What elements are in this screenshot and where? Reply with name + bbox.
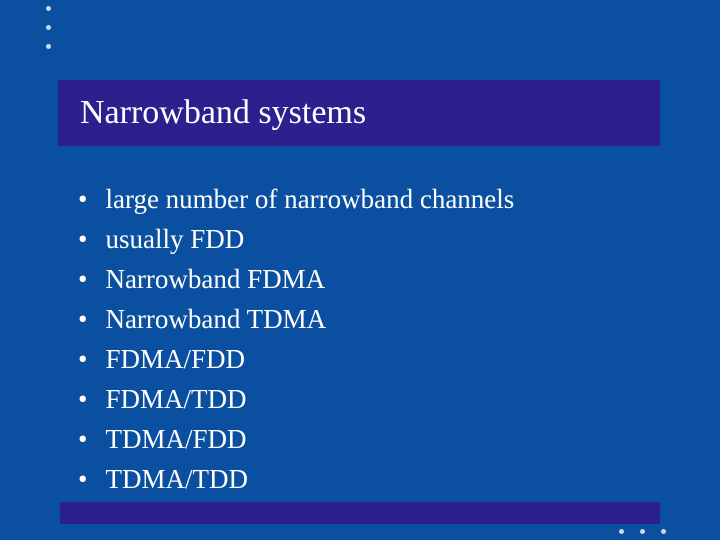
dot-icon	[619, 529, 624, 534]
decorative-dots-top	[46, 6, 51, 49]
title-bar: Narrowband systems	[58, 80, 660, 146]
dot-icon	[46, 6, 51, 11]
bottom-accent-bar	[60, 502, 660, 524]
dot-icon	[640, 529, 645, 534]
bullet-item: large number of narrowband channels	[78, 180, 514, 220]
bullet-text: FDMA/TDD	[105, 380, 246, 420]
bullet-item: usually FDD	[78, 220, 514, 260]
dot-icon	[46, 44, 51, 49]
bullet-text: TDMA/FDD	[105, 420, 246, 460]
dot-icon	[661, 529, 666, 534]
decorative-dots-bottom	[619, 529, 666, 534]
bullet-text: FDMA/FDD	[105, 340, 245, 380]
slide: Narrowband systems large number of narro…	[0, 0, 720, 540]
bullet-text: Narrowband FDMA	[105, 260, 325, 300]
dot-icon	[46, 25, 51, 30]
bullet-item: TDMA/TDD	[78, 460, 514, 500]
slide-title: Narrowband systems	[80, 94, 366, 132]
bullet-item: FDMA/FDD	[78, 340, 514, 380]
bullet-text: usually FDD	[105, 220, 244, 260]
bullet-item: Narrowband TDMA	[78, 300, 514, 340]
bullet-list: large number of narrowband channels usua…	[78, 180, 514, 500]
bullet-item: FDMA/TDD	[78, 380, 514, 420]
bullet-text: Narrowband TDMA	[105, 300, 326, 340]
bullet-text: TDMA/TDD	[105, 460, 248, 500]
bullet-text: large number of narrowband channels	[105, 180, 514, 220]
bullet-item: TDMA/FDD	[78, 420, 514, 460]
bullet-item: Narrowband FDMA	[78, 260, 514, 300]
